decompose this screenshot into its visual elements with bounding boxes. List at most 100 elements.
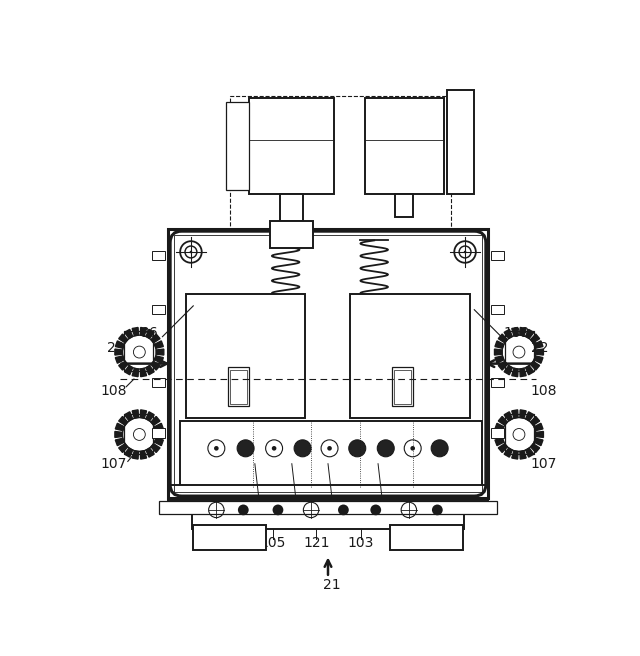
Text: 107: 107	[100, 457, 127, 471]
Bar	[168, 229, 488, 499]
Text: 109: 109	[504, 326, 530, 340]
Text: 97: 97	[323, 499, 340, 513]
Bar	[124, 414, 153, 454]
Bar	[152, 251, 164, 260]
Bar	[365, 98, 444, 194]
Polygon shape	[534, 356, 543, 363]
Circle shape	[458, 174, 460, 176]
Bar	[395, 194, 413, 217]
Polygon shape	[156, 349, 164, 355]
Polygon shape	[115, 349, 122, 355]
Polygon shape	[531, 361, 540, 370]
Bar	[186, 295, 305, 417]
Circle shape	[214, 446, 219, 451]
Circle shape	[122, 335, 156, 369]
Text: 108: 108	[100, 384, 127, 398]
Circle shape	[403, 121, 406, 125]
Circle shape	[502, 335, 536, 369]
Polygon shape	[132, 327, 138, 336]
Circle shape	[327, 446, 332, 451]
Circle shape	[290, 121, 294, 125]
Bar	[250, 98, 334, 194]
Polygon shape	[154, 341, 163, 348]
Circle shape	[202, 400, 204, 401]
Circle shape	[273, 504, 284, 516]
Circle shape	[378, 440, 394, 457]
Bar	[492, 379, 504, 388]
Polygon shape	[151, 361, 160, 370]
Polygon shape	[118, 361, 128, 370]
Bar	[227, 102, 250, 190]
Polygon shape	[512, 368, 518, 377]
Bar	[492, 428, 504, 438]
Polygon shape	[495, 438, 504, 445]
Polygon shape	[499, 443, 508, 453]
Polygon shape	[151, 443, 160, 453]
Polygon shape	[115, 432, 122, 438]
Text: 96: 96	[141, 326, 158, 340]
Polygon shape	[504, 365, 513, 375]
Polygon shape	[520, 410, 526, 419]
Text: 107: 107	[531, 457, 557, 471]
Text: 94: 94	[373, 499, 390, 513]
Circle shape	[513, 346, 525, 358]
Bar	[392, 367, 413, 406]
Bar	[505, 331, 534, 371]
Polygon shape	[156, 432, 164, 438]
Polygon shape	[132, 451, 138, 459]
Polygon shape	[115, 341, 124, 348]
Polygon shape	[154, 423, 163, 430]
Circle shape	[290, 168, 294, 171]
Text: 23: 23	[108, 341, 125, 355]
Polygon shape	[495, 423, 504, 430]
Circle shape	[464, 251, 467, 253]
Text: 121: 121	[303, 536, 330, 550]
Text: 98: 98	[250, 499, 268, 513]
Polygon shape	[495, 432, 502, 438]
Polygon shape	[499, 417, 508, 425]
Circle shape	[349, 440, 365, 457]
Polygon shape	[525, 448, 534, 457]
Circle shape	[452, 400, 454, 401]
Polygon shape	[531, 417, 540, 425]
Polygon shape	[140, 327, 147, 336]
Polygon shape	[495, 356, 504, 363]
Bar	[180, 421, 482, 487]
Polygon shape	[499, 361, 508, 370]
Polygon shape	[504, 329, 513, 338]
Polygon shape	[536, 432, 543, 438]
Polygon shape	[504, 448, 513, 457]
Polygon shape	[125, 448, 132, 457]
Circle shape	[272, 446, 276, 451]
Bar	[505, 414, 534, 454]
Circle shape	[371, 504, 381, 516]
Polygon shape	[520, 327, 526, 336]
Polygon shape	[534, 341, 543, 348]
Bar	[174, 235, 482, 492]
Bar	[230, 96, 451, 229]
Circle shape	[294, 440, 311, 457]
Polygon shape	[125, 365, 132, 375]
Polygon shape	[115, 356, 124, 363]
Text: 22: 22	[531, 341, 548, 355]
Bar	[168, 485, 488, 501]
Polygon shape	[151, 334, 160, 343]
Bar	[390, 525, 463, 550]
Circle shape	[410, 446, 415, 451]
Circle shape	[236, 343, 238, 346]
Polygon shape	[512, 410, 518, 419]
Bar	[152, 305, 164, 314]
Text: 21: 21	[323, 579, 340, 592]
Polygon shape	[495, 341, 504, 348]
Circle shape	[416, 343, 419, 346]
Polygon shape	[118, 417, 128, 425]
Bar	[230, 370, 247, 403]
Bar	[447, 91, 474, 194]
Text: 108: 108	[531, 384, 557, 398]
Circle shape	[122, 417, 156, 451]
Circle shape	[452, 310, 454, 312]
Polygon shape	[534, 423, 543, 430]
Circle shape	[338, 504, 349, 516]
Circle shape	[502, 417, 536, 451]
Polygon shape	[132, 410, 138, 419]
